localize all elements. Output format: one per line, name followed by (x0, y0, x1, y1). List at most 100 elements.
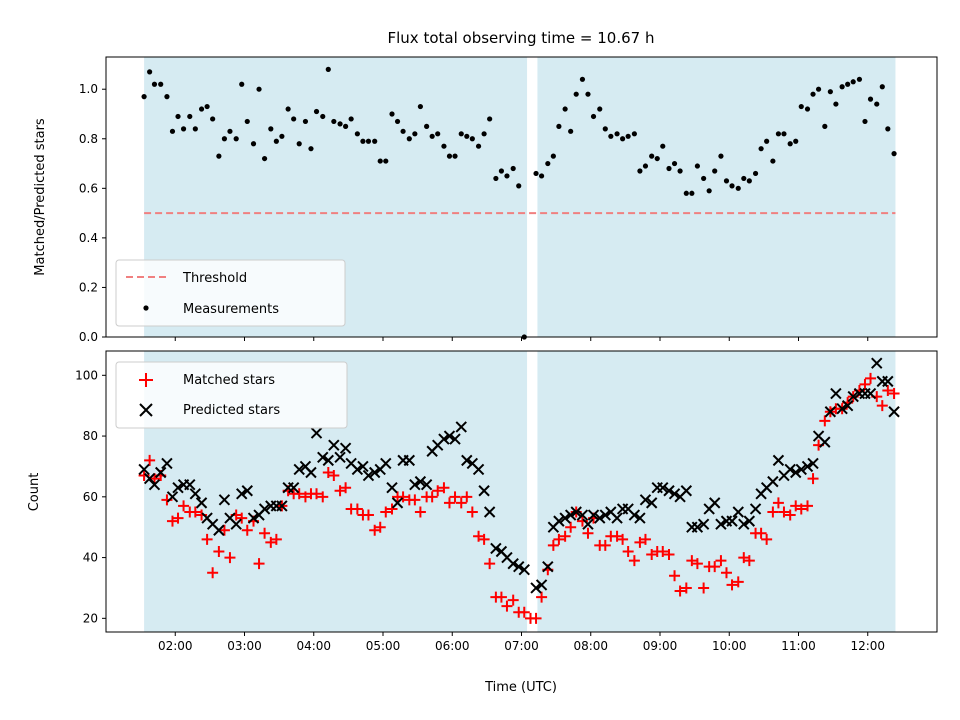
measurement-point (723, 178, 730, 184)
predicted-star-point (888, 406, 900, 418)
legend-predicted-swatch (139, 403, 153, 417)
matched-star-point (559, 530, 571, 542)
predicted-star-point (530, 582, 542, 594)
legend-measurement-swatch (143, 305, 149, 311)
predicted-star-point (161, 457, 173, 470)
predicted-star-point (478, 485, 490, 497)
predicted-star-point (657, 481, 669, 494)
measurement-point (874, 101, 880, 107)
measurement-point (268, 126, 274, 132)
matched-star-point (646, 549, 658, 561)
matched-star-point (362, 509, 374, 521)
matched-star-point (507, 594, 519, 606)
measurement-point (256, 86, 262, 92)
matched-star-point (790, 500, 802, 512)
matched-star-point (374, 521, 386, 533)
predicted-star-point (230, 518, 242, 530)
measurement-point (273, 138, 279, 144)
predicted-star-point (709, 497, 721, 509)
matched-star-point (213, 545, 225, 557)
matched-star-point (201, 533, 213, 545)
matched-star-point (888, 388, 900, 400)
x-tick-label: 02:00 (158, 639, 193, 653)
predicted-star-point (322, 454, 335, 467)
count-panel: 20 40 60 80 100 02:00 03:00 04:00 05:00 06:00 07:… (27, 350, 938, 695)
measurement-point (372, 138, 378, 144)
y-tick-label: 80 (83, 429, 98, 443)
legend-box (115, 259, 346, 327)
measurement-point (510, 165, 516, 172)
y-tick-label: 20 (83, 611, 98, 625)
matched-star-point (518, 606, 530, 618)
predicted-star-point (461, 454, 473, 467)
measurement-point (417, 103, 423, 110)
matched-star-point (224, 552, 236, 564)
matched-star-point (189, 506, 201, 518)
matched-star-point (236, 512, 248, 524)
matched-star-point (466, 506, 478, 518)
predicted-star-point (357, 460, 369, 473)
measurement-point (261, 155, 268, 162)
measurement-point (822, 123, 828, 129)
predicted-star-point (697, 518, 710, 530)
matched-star-point (819, 415, 831, 427)
measurement-point (389, 111, 395, 117)
measurement-point (666, 165, 672, 172)
predicted-star-point (847, 390, 859, 403)
predicted-star-point (790, 466, 802, 479)
legend: Threshold Measurements (115, 259, 346, 327)
measurement-point (313, 108, 320, 115)
predicted-star-point (483, 506, 496, 518)
measurement-point (597, 106, 603, 112)
measurement-point (498, 168, 505, 174)
x-tick-label: 07:00 (504, 639, 539, 653)
predicted-star-point (472, 463, 485, 476)
measurement-point (250, 141, 257, 147)
measurement-point (221, 136, 228, 142)
measurement-point (180, 126, 187, 132)
measurement-point (654, 155, 660, 162)
predicted-star-point (380, 457, 392, 470)
matched-star-point (426, 491, 438, 503)
measurement-point (533, 170, 539, 177)
matched-star-point (784, 509, 796, 521)
x-ticks (174, 337, 869, 341)
matched-star-point (144, 454, 156, 466)
y-ticks: 20 40 60 80 100 (75, 368, 106, 625)
measurement-point (775, 131, 782, 137)
matched-star-point (709, 561, 721, 573)
predicted-star-point (276, 500, 288, 512)
measurement-point (637, 168, 643, 174)
predicted-star-point (518, 564, 530, 576)
measurement-point (631, 131, 637, 137)
measurement-point (469, 136, 475, 142)
predicted-star-point (138, 463, 150, 476)
matched-star-point (351, 503, 363, 515)
x-tick-label: 04:00 (296, 639, 331, 653)
matched-star-point (536, 591, 548, 603)
predicted-star-point (490, 542, 502, 555)
matched-star-point (743, 555, 755, 567)
predicted-star-point (715, 518, 727, 530)
ratio-panel: 0.0 0.2 0.4 0.6 0.8 1.0 Matched/Predicted sta… (33, 56, 938, 344)
predicted-star-point (362, 469, 375, 482)
measurement-point (556, 123, 562, 129)
measurement-point (343, 123, 349, 129)
measurement-points (141, 66, 897, 340)
predicted-star-point (218, 494, 231, 506)
measurement-point (441, 143, 447, 149)
y-axis-label: Matched/Predicted stars (33, 118, 48, 276)
x-tick-label: 11:00 (781, 639, 816, 653)
measurement-point (683, 190, 689, 196)
matched-star-point (698, 582, 710, 594)
matched-star-point (432, 485, 444, 497)
matched-star-point (299, 491, 311, 503)
predicted-star-point (807, 457, 819, 470)
measurement-point (244, 118, 250, 125)
measurement-point (602, 126, 608, 132)
measurement-point (227, 128, 233, 134)
predicted-star-point (801, 460, 814, 473)
predicted-star-point (611, 512, 623, 524)
measurement-point (279, 133, 285, 139)
x-tick-label: 05:00 (366, 639, 401, 653)
